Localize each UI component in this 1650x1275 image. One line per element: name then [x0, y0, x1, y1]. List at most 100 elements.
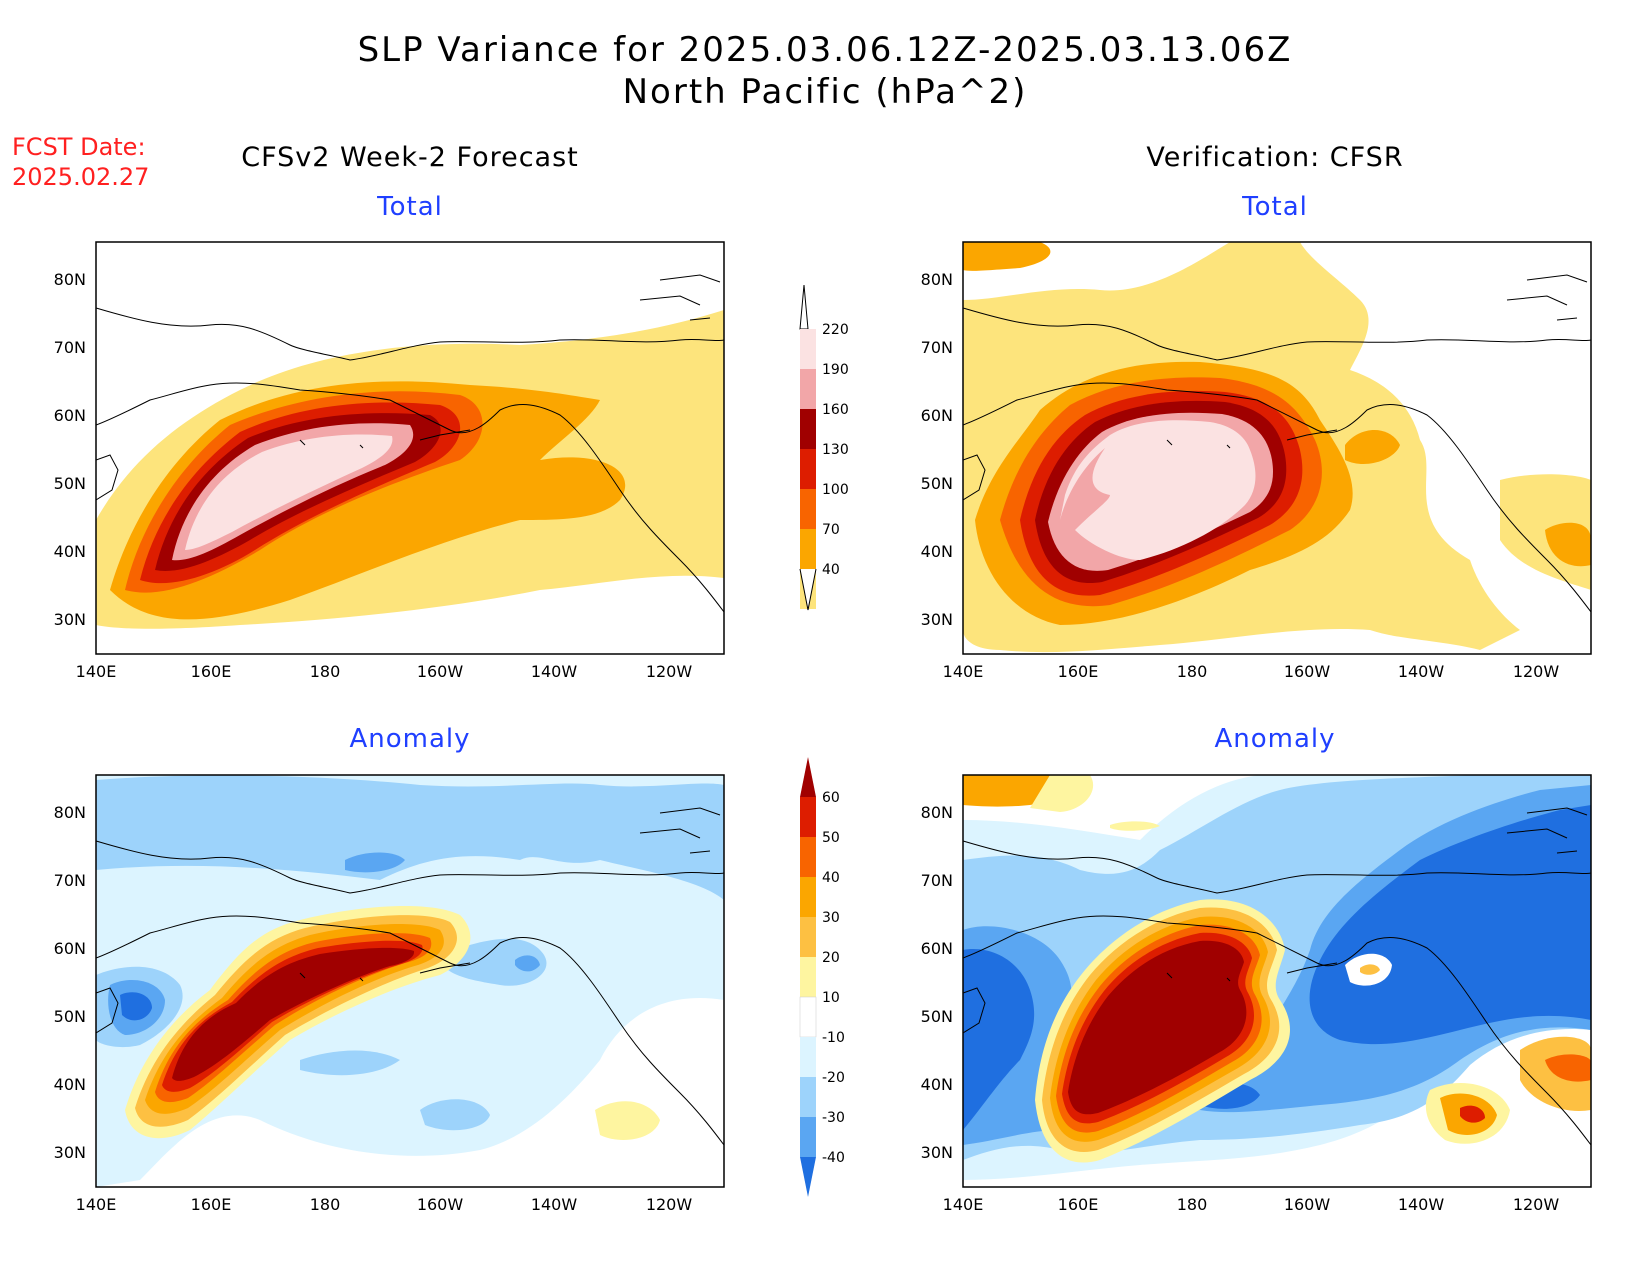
lat-label: 80N	[921, 803, 953, 822]
colorbar-label: -20	[822, 1070, 845, 1086]
lat-label: 70N	[54, 871, 86, 890]
colorbar-label: 60	[822, 790, 840, 806]
lon-label: 160E	[1058, 662, 1099, 681]
forecast-total-map	[95, 241, 725, 655]
lat-label: 70N	[921, 338, 953, 357]
lon-label: 160W	[1284, 662, 1331, 681]
lon-label: 160E	[191, 662, 232, 681]
anom-neg-30-north	[345, 852, 405, 873]
lat-label: 50N	[54, 1007, 86, 1026]
colorbar-label: -10	[822, 1030, 845, 1046]
lat-label: 40N	[921, 542, 953, 561]
axes-verification-anomaly: 80N 70N 60N 50N 40N 30N 140E 160E 180 16…	[921, 803, 1560, 1214]
panel-title-verification-anomaly: Anomaly	[1214, 724, 1336, 754]
lon-label: 140W	[531, 1195, 578, 1214]
anom-pos-60	[172, 947, 415, 1081]
contour-220	[1060, 420, 1256, 560]
lat-label: 50N	[921, 474, 953, 493]
lat-label: 40N	[921, 1075, 953, 1094]
verification-column-title: Verification: CFSR	[1146, 142, 1404, 173]
forecast-anomaly-map	[95, 774, 725, 1188]
contour-70-patch	[1345, 430, 1400, 465]
lon-label: 180	[1177, 1195, 1208, 1214]
anom-pos-small	[1360, 964, 1380, 975]
forecast-column-title: CFSv2 Week-2 Forecast	[241, 142, 579, 173]
main-subtitle: North Pacific (hPa^2)	[622, 72, 1028, 112]
colorbar-label: 10	[822, 990, 840, 1006]
lat-label: 50N	[921, 1007, 953, 1026]
colorbar-total: 220 190 160 130 100 70 40	[799, 284, 849, 611]
lon-label: 160E	[191, 1195, 232, 1214]
anom-neg-20-s2	[300, 1050, 400, 1076]
lat-label: 30N	[921, 610, 953, 629]
colorbar-label: 20	[822, 950, 840, 966]
panel-title-forecast-anomaly: Anomaly	[349, 724, 471, 754]
lon-label: 180	[1177, 662, 1208, 681]
colorbar-label: 100	[822, 482, 849, 498]
anom-neg-20-north	[96, 775, 724, 900]
lon-label: 180	[310, 1195, 341, 1214]
panel-title-forecast-total: Total	[377, 192, 443, 222]
anom-pos-se1c	[1460, 1105, 1485, 1123]
lat-label: 70N	[54, 338, 86, 357]
contour-70-arctic	[963, 242, 1051, 271]
fcst-date-label: FCST Date:	[12, 133, 146, 161]
anom-pos-60	[1068, 940, 1247, 1115]
lon-label: 140W	[1398, 662, 1445, 681]
lon-label: 120W	[646, 662, 693, 681]
colorbar-label: 160	[822, 402, 849, 418]
colorbar-label: 40	[822, 562, 840, 578]
axes-verification-total: 80N 70N 60N 50N 40N 30N 140E 160E 180 16…	[921, 270, 1560, 681]
lon-label: 160W	[417, 662, 464, 681]
anom-neg-40	[963, 805, 1591, 1130]
contour-70-east	[1545, 522, 1591, 567]
lat-label: 30N	[54, 1143, 86, 1162]
lon-label: 140W	[1398, 1195, 1445, 1214]
colorbar-anomaly: 60 50 40 30 20 10 -10 -20 -30 -40	[799, 757, 845, 1197]
verification-total-map	[962, 241, 1592, 655]
axes-forecast-anomaly: 80N 70N 60N 50N 40N 30N 140E 160E 180 16…	[54, 803, 693, 1214]
colorbar-label: 70	[822, 522, 840, 538]
anom-pos-10-east	[595, 1101, 660, 1140]
lon-label: 180	[310, 662, 341, 681]
fcst-date-value: 2025.02.27	[12, 163, 150, 191]
lon-label: 140W	[531, 662, 578, 681]
lat-label: 40N	[54, 1075, 86, 1094]
lat-label: 40N	[54, 542, 86, 561]
lat-label: 80N	[54, 270, 86, 289]
colorbar-label: 40	[822, 870, 840, 886]
main-title: SLP Variance for 2025.03.06.12Z-2025.03.…	[357, 30, 1293, 70]
lon-label: 140E	[943, 1195, 984, 1214]
colorbar-label: -40	[822, 1150, 845, 1166]
lon-label: 140E	[76, 662, 117, 681]
colorbar-label: 30	[822, 910, 840, 926]
anom-pos-se2b	[1545, 1054, 1591, 1082]
lat-label: 60N	[921, 939, 953, 958]
verification-anomaly-map	[962, 774, 1592, 1188]
lat-label: 60N	[54, 406, 86, 425]
lon-label: 160W	[417, 1195, 464, 1214]
lat-label: 60N	[54, 939, 86, 958]
lat-label: 70N	[921, 871, 953, 890]
anom-neg-30-mid	[515, 955, 540, 972]
panel-title-verification-total: Total	[1242, 192, 1308, 222]
lat-label: 80N	[54, 803, 86, 822]
colorbar-label: -30	[822, 1110, 845, 1126]
lat-label: 80N	[921, 270, 953, 289]
anom-neg-20-south	[420, 1099, 490, 1131]
lon-label: 160E	[1058, 1195, 1099, 1214]
lat-label: 60N	[921, 406, 953, 425]
lat-label: 50N	[54, 474, 86, 493]
lon-label: 120W	[1513, 662, 1560, 681]
axes-forecast-total: 80N 70N 60N 50N 40N 30N 140E 160E 180 16…	[54, 270, 693, 681]
lat-label: 30N	[921, 1143, 953, 1162]
colorbar-label: 220	[822, 322, 849, 338]
lon-label: 120W	[646, 1195, 693, 1214]
lon-label: 140E	[943, 662, 984, 681]
contour-220	[185, 434, 393, 550]
colorbar-label: 190	[822, 362, 849, 378]
anom-pos-arctic-10	[1030, 775, 1160, 831]
anom-neg-40-west	[120, 992, 152, 1021]
colorbar-label: 50	[822, 830, 840, 846]
